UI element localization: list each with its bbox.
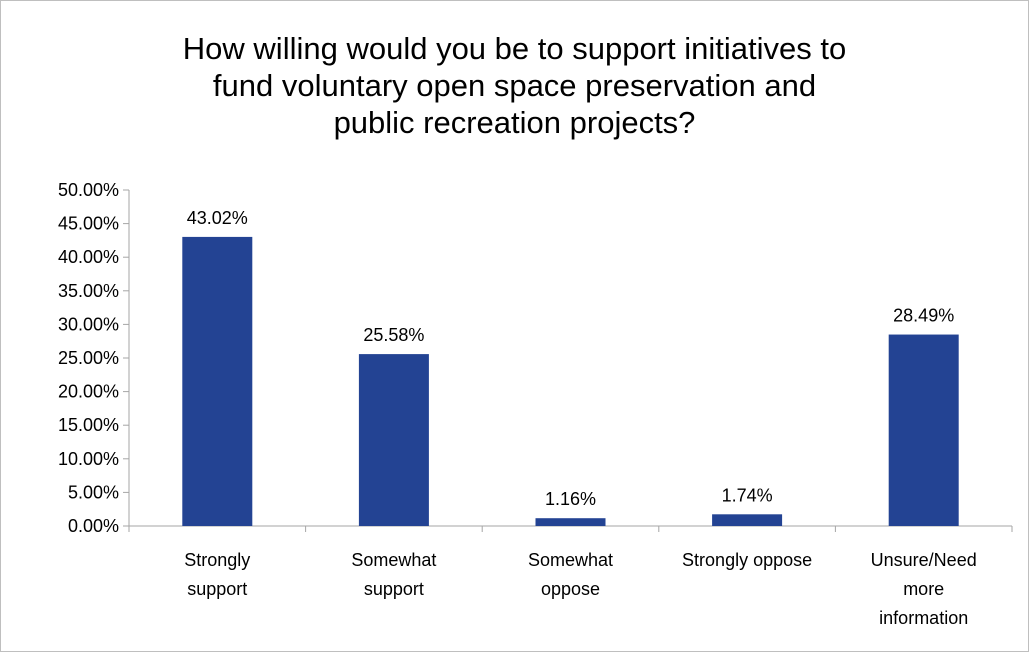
- x-tick-label: Strongly support: [184, 550, 250, 599]
- x-tick-label-line: support: [187, 579, 247, 599]
- data-label: 1.74%: [722, 485, 773, 505]
- data-label: 43.02%: [187, 208, 248, 228]
- y-tick-label: 0.00%: [68, 516, 119, 536]
- y-tick-label: 40.00%: [58, 247, 119, 267]
- bar: [888, 334, 959, 526]
- x-tick-label: Somewhat support: [351, 550, 436, 599]
- x-tick-label-line: Unsure/Need: [871, 550, 977, 570]
- bar: [712, 514, 783, 526]
- x-tick-label-line: Somewhat: [351, 550, 436, 570]
- data-label: 25.58%: [363, 325, 424, 345]
- x-tick-label: Somewhat oppose: [528, 550, 613, 599]
- y-tick-label: 5.00%: [68, 482, 119, 502]
- y-tick-label: 35.00%: [58, 281, 119, 301]
- x-tick-label: Unsure/Need more information: [871, 550, 977, 628]
- data-label: 28.49%: [893, 306, 954, 326]
- x-tick-label-line: more: [903, 579, 944, 599]
- y-tick-label: 50.00%: [58, 180, 119, 200]
- x-tick-label-line: support: [364, 579, 424, 599]
- y-tick-label: 25.00%: [58, 348, 119, 368]
- bar: [535, 518, 606, 526]
- chart-title-line-2: fund voluntary open space preservation a…: [212, 68, 817, 103]
- data-label: 1.16%: [545, 489, 596, 509]
- x-tick-label-line: Strongly: [184, 550, 250, 570]
- x-tick-label-line: information: [879, 608, 968, 628]
- y-tick-label: 30.00%: [58, 314, 119, 334]
- chart-title-line-3: public recreation projects?: [333, 105, 696, 140]
- chart-title: How willing would you be to support init…: [0, 30, 1029, 141]
- x-tick-label-line: Strongly oppose: [682, 550, 812, 570]
- y-tick-label: 15.00%: [58, 415, 119, 435]
- x-tick-label-line: oppose: [541, 579, 600, 599]
- y-tick-label: 45.00%: [58, 214, 119, 234]
- x-tick-label-line: Somewhat: [528, 550, 613, 570]
- chart-title-line-1: How willing would you be to support init…: [182, 31, 847, 66]
- x-tick-label: Strongly oppose: [682, 550, 812, 570]
- y-tick-label: 10.00%: [58, 449, 119, 469]
- bar: [358, 354, 429, 526]
- bar: [182, 236, 253, 527]
- y-tick-label: 20.00%: [58, 382, 119, 402]
